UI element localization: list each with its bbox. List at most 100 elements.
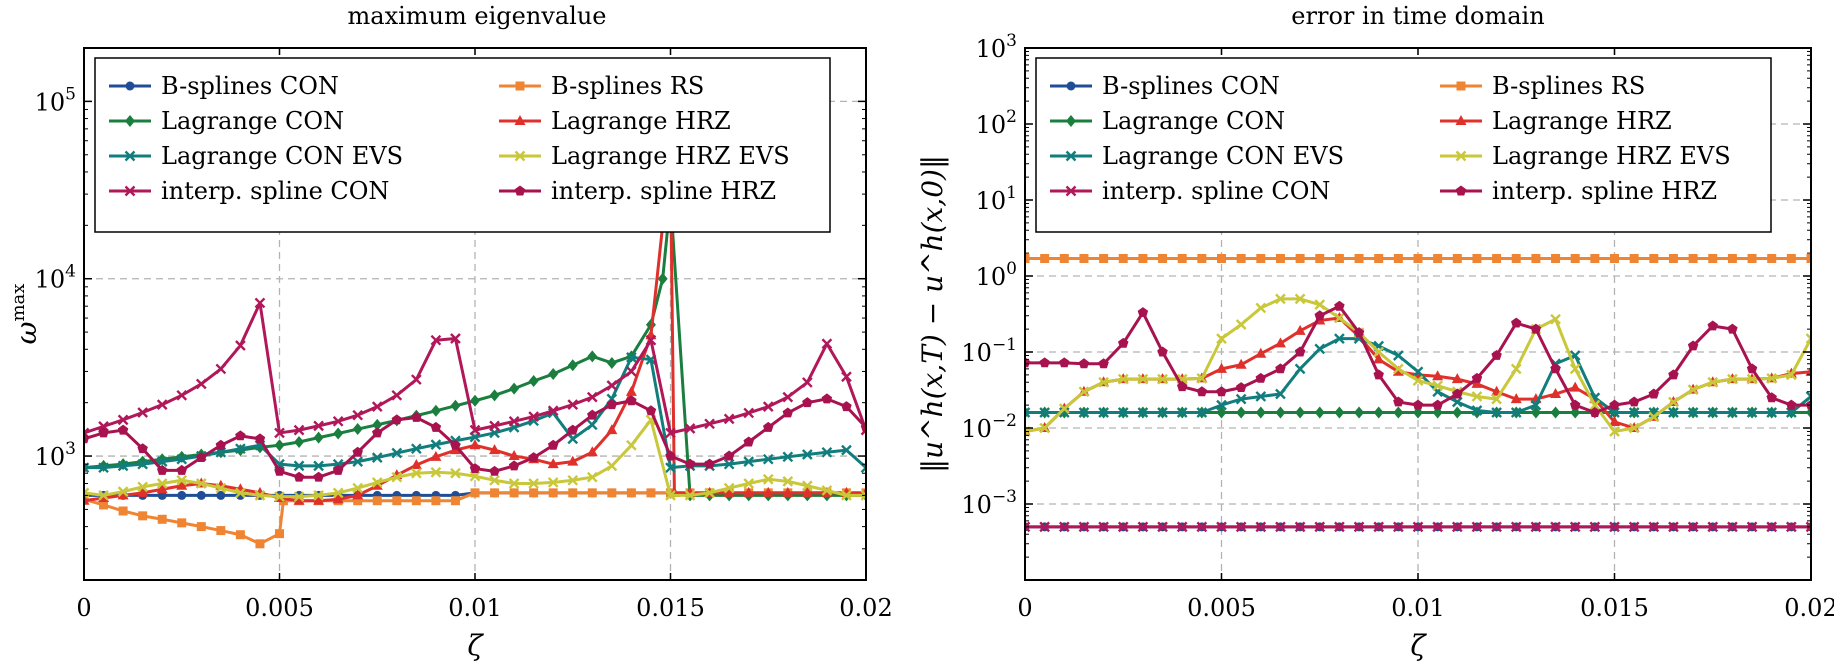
data-point-lagrange-con-evs [371,452,383,463]
data-point-lagrange-con [294,436,305,449]
data-point-lagrange-con-evs [1275,388,1286,400]
legend-marker [514,115,526,125]
data-point-lagrange-con-evs [1628,407,1640,418]
data-point-b-splines-rs [1472,253,1482,263]
data-point-interp-spline-con [332,415,344,427]
data-point-interp-spline-hrz [1589,406,1601,417]
data-point-interp-spline-hrz [1118,337,1129,348]
data-point-lagrange-con [1275,406,1286,419]
data-point-interp-spline-hrz [528,452,539,463]
data-point-interp-spline-hrz [1314,310,1325,321]
data-point-b-splines-con [196,490,206,500]
data-point-b-splines-con [216,490,226,500]
data-point-lagrange-hrz [371,479,383,490]
data-point-lagrange-hrz [1373,353,1385,364]
data-point-lagrange-hrz [1255,347,1267,358]
data-point-lagrange-hrz-evs [1805,333,1811,344]
legend-item-interp-spline-con: interp. spline CON [1050,177,1330,205]
data-point-b-splines-con [177,490,187,500]
data-point-interp-spline-hrz [293,471,305,482]
data-point-interp-spline-con [391,389,403,401]
legend-label: interp. spline CON [1102,177,1330,205]
data-point-lagrange-hrz-evs [704,487,715,499]
data-point-lagrange-hrz-evs [821,485,833,496]
data-point-interp-spline-con [195,378,207,390]
data-point-lagrange-con-evs [1530,399,1542,411]
data-point-interp-spline-hrz [1687,340,1699,351]
data-point-interp-spline-hrz [1491,349,1502,360]
legend-label: Lagrange CON EVS [1102,142,1344,170]
data-point-lagrange-hrz [137,486,149,497]
data-point-lagrange-hrz-evs [1117,373,1129,385]
data-point-b-splines-rs [1708,253,1718,263]
data-point-interp-spline-con [1393,521,1404,533]
data-point-interp-spline-con [1746,521,1758,533]
legend-label: B-splines RS [551,72,704,100]
data-point-lagrange-con-evs [782,451,794,463]
data-point-lagrange-con-evs [1471,405,1483,416]
data-point-interp-spline-hrz [84,433,90,444]
x-tick-label: 0.01 [448,594,501,622]
data-point-lagrange-con-evs [1314,343,1326,355]
data-point-lagrange-hrz-evs [332,487,344,499]
data-point-lagrange-hrz-evs [1550,313,1561,325]
data-point-lagrange-hrz-evs [567,474,579,486]
data-point-interp-spline-con [1098,521,1109,533]
data-point-b-splines-rs [431,496,441,506]
legend-marker [1455,185,1467,196]
data-point-b-splines-rs [1551,253,1561,263]
data-point-interp-spline-hrz [1530,323,1542,334]
y-tick-label: 10−2 [961,411,1017,443]
data-point-lagrange-hrz [1805,365,1811,376]
data-point-lagrange-hrz-evs [1727,373,1738,385]
legend-marker [514,150,526,162]
series-interp-spline-con [84,297,866,439]
data-point-interp-spline-hrz [684,458,696,469]
series-lagrange-hrz-evs [84,414,866,503]
data-point-lagrange-hrz-evs [1235,319,1247,330]
data-point-lagrange-con-evs [1668,407,1679,418]
data-point-interp-spline-con [1628,521,1640,533]
legend-item-lagrange-hrz: Lagrange HRZ [499,107,731,135]
data-point-b-splines-rs [1025,253,1030,263]
y-tick-label: 102 [976,107,1017,139]
data-point-lagrange-hrz [586,446,598,457]
data-point-lagrange-con-evs [1216,399,1227,411]
data-point-b-splines-rs [1806,253,1811,263]
data-point-interp-spline-con [293,424,305,436]
data-point-lagrange-hrz-evs [1648,411,1660,423]
data-point-lagrange-hrz [1471,377,1483,388]
data-point-lagrange-hrz-evs [1373,346,1385,358]
x-tick-label: 0.02 [1784,594,1834,622]
series-interp-spline-con [1025,521,1811,533]
data-point-interp-spline-con [1025,521,1031,533]
legend-label: Lagrange CON EVS [161,142,403,170]
data-point-interp-spline-con [1255,521,1267,533]
data-point-b-splines-rs [1747,253,1757,263]
data-point-lagrange-con-evs [665,462,676,474]
data-point-lagrange-con [567,359,578,372]
data-point-lagrange-hrz-evs [606,460,618,472]
data-point-interp-spline-con [665,427,676,439]
data-point-lagrange-con-evs [313,460,324,472]
data-point-b-splines-rs [450,496,460,506]
data-point-lagrange-hrz-evs [469,470,481,482]
legend-label: Lagrange CON [161,107,344,135]
data-point-interp-spline-hrz [645,405,657,416]
data-point-lagrange-con [548,368,559,381]
data-point-interp-spline-con [626,366,637,377]
x-tick-label: 0.015 [636,594,705,622]
data-point-lagrange-hrz [352,489,364,500]
data-point-b-splines-rs [1158,253,1168,263]
legend-label: interp. spline CON [161,177,389,205]
data-point-lagrange-hrz [606,424,618,435]
data-point-lagrange-hrz-evs [1157,373,1168,385]
data-point-lagrange-con [313,431,324,444]
legend-marker [1455,150,1467,162]
data-point-b-splines-rs [1217,253,1226,263]
x-tick-label: 0.01 [1391,594,1444,622]
data-point-lagrange-hrz-evs [1412,375,1424,386]
data-point-interp-spline-con [450,333,461,344]
series-interp-spline-hrz [84,393,866,482]
data-point-lagrange-hrz-evs [1334,312,1345,324]
